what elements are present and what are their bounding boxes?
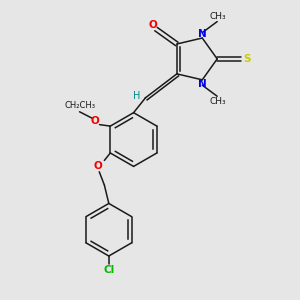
Text: O: O: [91, 116, 100, 126]
Text: Cl: Cl: [103, 265, 114, 275]
Text: O: O: [148, 20, 157, 30]
Text: S: S: [243, 54, 251, 64]
Text: N: N: [199, 79, 207, 89]
Text: CH₃: CH₃: [209, 12, 226, 21]
Text: CH₃: CH₃: [209, 97, 226, 106]
Text: N: N: [199, 28, 207, 38]
Text: CH₂CH₃: CH₂CH₃: [64, 101, 95, 110]
Text: H: H: [134, 91, 141, 101]
Text: O: O: [94, 161, 103, 171]
